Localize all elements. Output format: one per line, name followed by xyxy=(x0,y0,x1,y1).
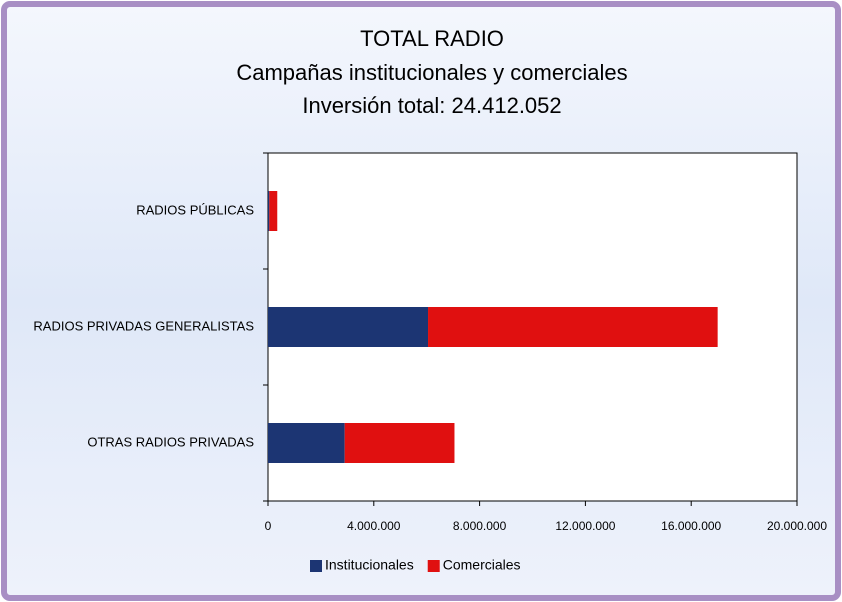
y-tick-label: RADIOS PRIVADAS GENERALISTAS xyxy=(33,318,254,333)
x-tick-label: 20.000.000 xyxy=(767,519,827,533)
x-tick-label: 8.000.000 xyxy=(453,519,507,533)
x-tick-label: 0 xyxy=(265,519,272,533)
chart-annotation: Inversión total: 24.412.052 xyxy=(302,93,561,118)
x-tick-label: 16.000.000 xyxy=(661,519,721,533)
bar-segment xyxy=(344,423,455,463)
y-tick-label: RADIOS PÚBLICAS xyxy=(136,202,254,217)
bar-segment xyxy=(268,423,345,463)
chart-title: TOTAL RADIO xyxy=(360,26,504,51)
bar-segment xyxy=(268,307,429,347)
y-tick-label: OTRAS RADIOS PRIVADAS xyxy=(87,434,254,449)
bar-segment xyxy=(268,191,270,231)
bar-segment xyxy=(428,307,718,347)
x-tick-label: 4.000.000 xyxy=(347,519,401,533)
legend-label: Institucionales xyxy=(325,557,414,573)
legend-swatch xyxy=(427,560,440,572)
x-tick-label: 12.000.000 xyxy=(555,519,615,533)
legend-label: Comerciales xyxy=(443,557,521,573)
legend-swatch xyxy=(310,560,322,572)
chart-subtitle: Campañas institucionales y comerciales xyxy=(236,60,627,85)
bar-segment xyxy=(269,191,278,231)
